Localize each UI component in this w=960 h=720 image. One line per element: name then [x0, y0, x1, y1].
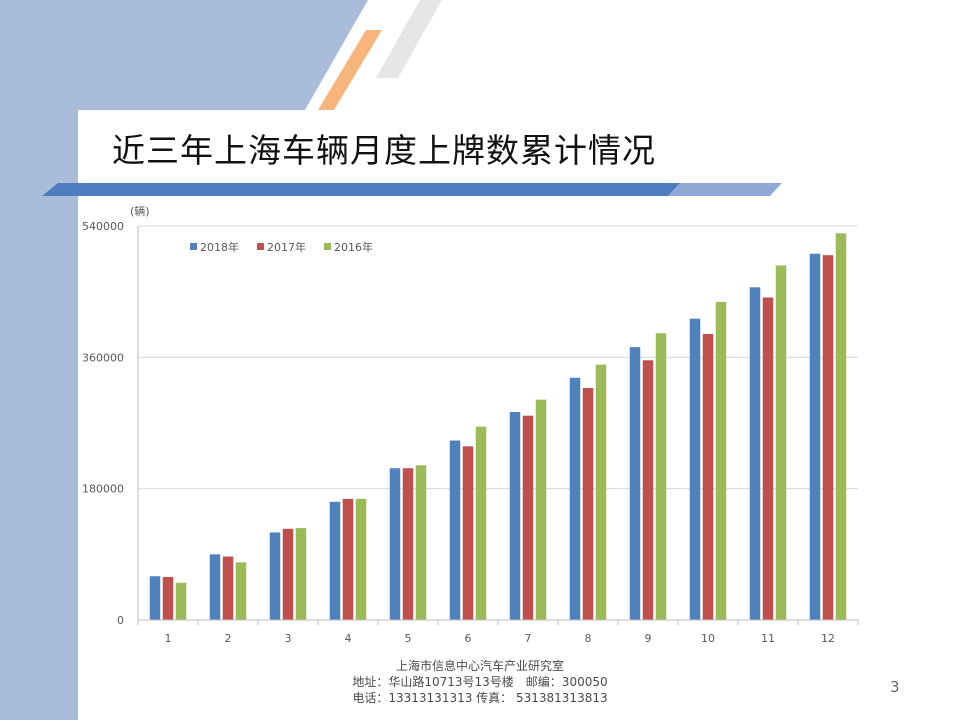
y-tick-label: 0: [117, 614, 124, 627]
y-tick-label: 360000: [82, 351, 124, 364]
bar-2017年-1: [162, 576, 174, 620]
x-tick-label: 1: [165, 632, 172, 645]
bar-2016年-11: [775, 265, 787, 620]
y-tick-label: 540000: [82, 220, 124, 233]
x-tick-label: 4: [345, 632, 352, 645]
bar-2018年-6: [449, 440, 461, 620]
x-tick-label: 2: [225, 632, 232, 645]
legend-swatch-2018年: [190, 243, 197, 250]
bar-2016年-10: [715, 301, 727, 620]
x-tick-label: 3: [285, 632, 292, 645]
bar-2018年-3: [269, 532, 281, 620]
bar-2016年-6: [475, 426, 487, 620]
top-band-shape: [0, 0, 368, 110]
x-tick-label: 5: [405, 632, 412, 645]
bar-2018年-4: [329, 501, 341, 620]
footer-contact: 电话：13313131313 传真： 531381313813: [352, 691, 608, 705]
bar-2017年-4: [342, 498, 354, 620]
title-underline-dark: [42, 183, 680, 196]
y-unit-label: (辆): [130, 204, 150, 218]
bar-2017年-12: [822, 255, 834, 620]
bar-2018年-11: [749, 287, 761, 620]
bar-2017年-7: [522, 415, 534, 620]
x-tick-label: 7: [525, 632, 532, 645]
legend-label: 2017年: [267, 240, 306, 254]
bar-2016年-4: [355, 498, 367, 620]
bar-2017年-2: [222, 556, 234, 620]
accent-gray-stripe: [376, 0, 442, 78]
bar-2017年-5: [402, 468, 414, 620]
bar-2017年-9: [642, 360, 654, 620]
top-decor: [0, 0, 442, 110]
bar-2016年-8: [595, 364, 607, 620]
bar-2018年-9: [629, 347, 641, 620]
x-tick-label: 9: [645, 632, 652, 645]
bar-2016年-1: [175, 582, 187, 620]
accent-orange-stripe: [318, 30, 382, 110]
bar-2016年-3: [295, 528, 307, 620]
x-tick-label: 6: [465, 632, 472, 645]
bar-2018年-7: [509, 412, 521, 620]
title-underline-light: [668, 183, 782, 196]
bar-2017年-10: [702, 333, 714, 620]
bar-2016年-12: [835, 233, 847, 620]
bar-2016年-5: [415, 465, 427, 620]
bar-2017年-8: [582, 387, 594, 620]
bar-2016年-9: [655, 333, 667, 620]
x-tick-label: 12: [821, 632, 835, 645]
legend-swatch-2016年: [324, 243, 331, 250]
legend-label: 2016年: [334, 240, 373, 254]
bar-2017年-3: [282, 528, 294, 620]
footer-address: 地址：华山路10713号13号楼 邮编：300050: [352, 675, 608, 689]
bar-2018年-12: [809, 253, 821, 620]
x-tick-label: 10: [701, 632, 715, 645]
slide-title: 近三年上海车辆月度上牌数累计情况: [112, 131, 656, 170]
bar-2016年-7: [535, 399, 547, 620]
x-tick-label: 8: [585, 632, 592, 645]
bar-2018年-8: [569, 377, 581, 620]
bar-2018年-5: [389, 468, 401, 620]
x-tick-label: 11: [761, 632, 775, 645]
footer-org: 上海市信息中心汽车产业研究室: [395, 659, 564, 673]
page-number: 3: [890, 678, 900, 696]
bar-2017年-11: [762, 297, 774, 620]
bar-2016年-2: [235, 562, 247, 620]
bar-2018年-1: [149, 576, 161, 620]
y-tick-label: 180000: [82, 483, 124, 496]
bar-2018年-2: [209, 554, 221, 620]
legend-swatch-2017年: [257, 243, 264, 250]
left-decor-band: [0, 0, 78, 720]
legend-label: 2018年: [200, 240, 239, 254]
bar-2018年-10: [689, 318, 701, 620]
bar-2017年-6: [462, 446, 474, 620]
